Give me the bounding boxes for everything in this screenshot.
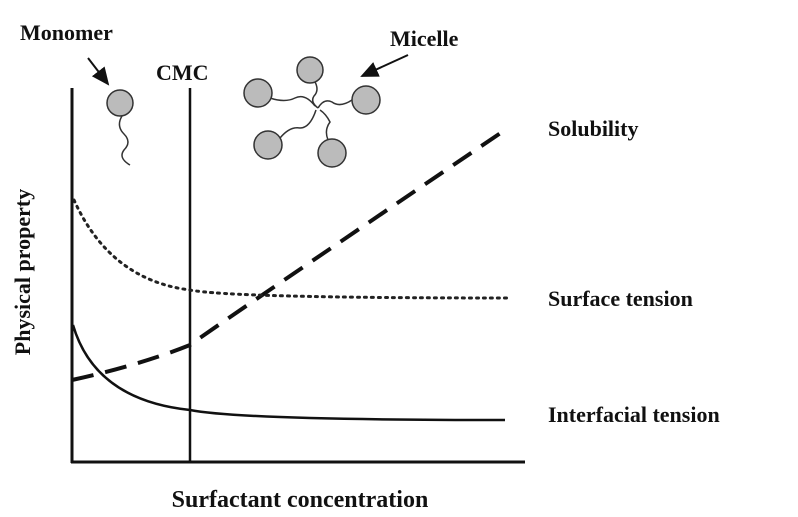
x-axis-label: Surfactant concentration bbox=[172, 487, 429, 513]
diagram: Monomer CMC Micelle Solubility Surface t… bbox=[0, 0, 798, 517]
micelle-head bbox=[318, 139, 346, 167]
monomer-tail bbox=[119, 116, 130, 165]
surface-tension-curve bbox=[74, 200, 510, 298]
interfacial-tension-label: Interfacial tension bbox=[548, 402, 720, 427]
micelle-head bbox=[254, 131, 282, 159]
micelle-head bbox=[352, 86, 380, 114]
surface-tension-label: Surface tension bbox=[548, 286, 693, 311]
interfacial-tension-curve bbox=[73, 325, 505, 420]
monomer-label: Monomer bbox=[20, 20, 113, 45]
micelle-head bbox=[244, 79, 272, 107]
y-axis-label: Physical property bbox=[10, 189, 35, 355]
micelle-label: Micelle bbox=[390, 26, 459, 51]
solubility-curve bbox=[72, 130, 505, 380]
monomer-arrow bbox=[88, 58, 108, 84]
micelle-head bbox=[297, 57, 323, 83]
micelle-tails bbox=[270, 80, 352, 140]
solubility-label: Solubility bbox=[548, 116, 638, 141]
cmc-label: CMC bbox=[156, 60, 209, 85]
monomer-head bbox=[107, 90, 133, 116]
micelle-arrow bbox=[362, 55, 408, 76]
